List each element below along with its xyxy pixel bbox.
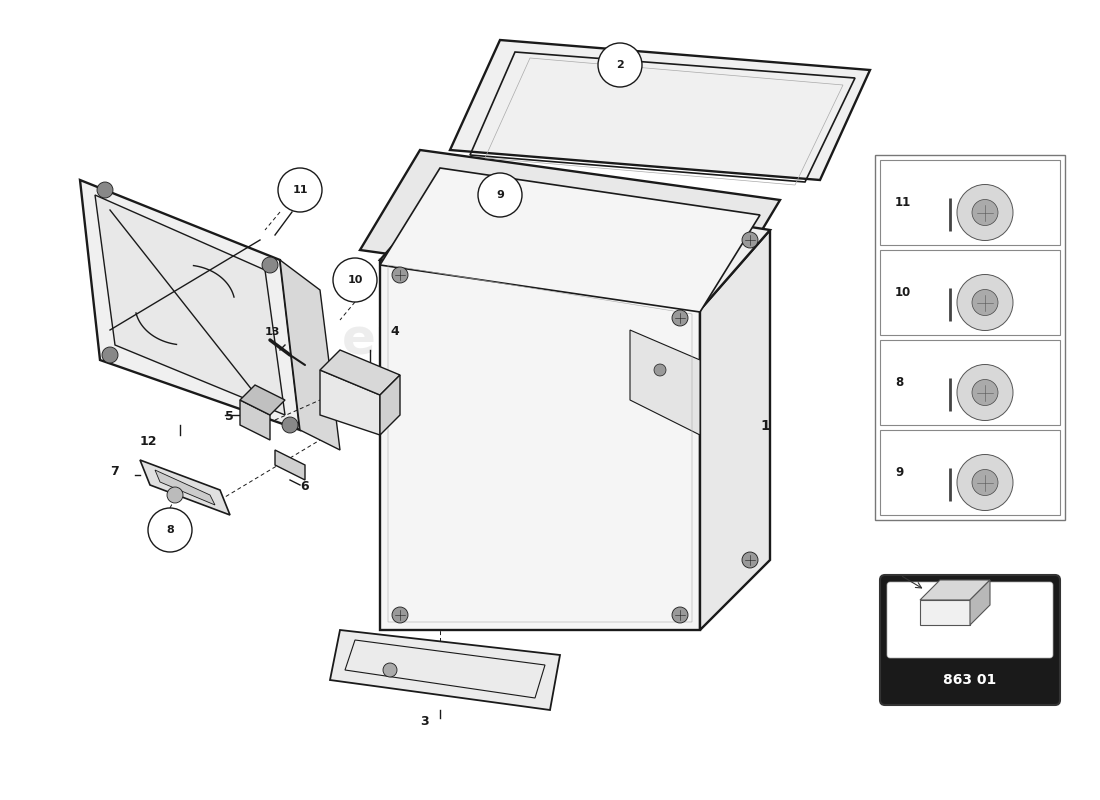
Circle shape (278, 168, 322, 212)
Circle shape (262, 257, 278, 273)
Circle shape (972, 379, 998, 406)
Polygon shape (155, 470, 214, 505)
Text: 8: 8 (895, 376, 903, 389)
Polygon shape (330, 630, 560, 710)
Polygon shape (680, 245, 750, 600)
Polygon shape (450, 40, 870, 180)
Polygon shape (920, 600, 970, 625)
Polygon shape (280, 260, 340, 450)
Circle shape (148, 508, 192, 552)
Circle shape (972, 199, 998, 226)
Text: 5: 5 (226, 410, 233, 423)
FancyBboxPatch shape (887, 582, 1053, 658)
FancyBboxPatch shape (880, 160, 1060, 245)
Circle shape (167, 487, 183, 503)
Polygon shape (379, 375, 400, 435)
Circle shape (957, 185, 1013, 241)
Text: 4: 4 (390, 325, 398, 338)
FancyBboxPatch shape (880, 250, 1060, 335)
Circle shape (102, 347, 118, 363)
Polygon shape (240, 385, 285, 415)
Polygon shape (700, 230, 770, 630)
Text: 8: 8 (166, 525, 174, 535)
Circle shape (957, 274, 1013, 330)
Circle shape (478, 173, 522, 217)
Circle shape (282, 417, 298, 433)
Polygon shape (320, 370, 379, 435)
Text: 10: 10 (348, 275, 363, 285)
Polygon shape (970, 580, 990, 625)
Polygon shape (400, 280, 680, 600)
Text: 863 01: 863 01 (944, 673, 997, 687)
FancyBboxPatch shape (880, 340, 1060, 425)
Text: 11: 11 (293, 185, 308, 195)
Circle shape (333, 258, 377, 302)
Circle shape (392, 267, 408, 283)
Polygon shape (140, 460, 230, 515)
Text: euroParts: euroParts (342, 316, 618, 364)
Polygon shape (379, 260, 700, 630)
Text: 7: 7 (110, 465, 119, 478)
Circle shape (598, 43, 642, 87)
Circle shape (672, 607, 688, 623)
Circle shape (742, 232, 758, 248)
Circle shape (957, 454, 1013, 510)
Text: 3: 3 (420, 715, 429, 728)
Polygon shape (379, 180, 770, 310)
Circle shape (97, 182, 113, 198)
Circle shape (654, 364, 666, 376)
Text: 2: 2 (616, 60, 624, 70)
Text: 10: 10 (895, 286, 911, 299)
Polygon shape (95, 195, 285, 415)
Polygon shape (240, 400, 270, 440)
Circle shape (392, 607, 408, 623)
Circle shape (972, 470, 998, 495)
Polygon shape (400, 200, 750, 325)
FancyBboxPatch shape (880, 430, 1060, 515)
Text: 13: 13 (265, 327, 280, 337)
Polygon shape (379, 168, 760, 312)
Text: 9: 9 (496, 190, 504, 200)
Circle shape (972, 290, 998, 315)
FancyBboxPatch shape (880, 575, 1060, 705)
Text: 1: 1 (760, 419, 770, 433)
Text: 9: 9 (895, 466, 903, 479)
Polygon shape (920, 580, 990, 600)
Circle shape (742, 552, 758, 568)
Polygon shape (320, 350, 400, 395)
Circle shape (672, 310, 688, 326)
Circle shape (383, 663, 397, 677)
Text: 6: 6 (300, 480, 309, 493)
Text: 12: 12 (140, 435, 157, 448)
Circle shape (957, 365, 1013, 421)
Polygon shape (275, 450, 305, 480)
Polygon shape (630, 330, 700, 435)
Text: a passion for parts since 1985: a passion for parts since 1985 (375, 423, 585, 437)
Polygon shape (80, 180, 300, 430)
Text: 11: 11 (895, 196, 911, 209)
Polygon shape (360, 150, 780, 300)
